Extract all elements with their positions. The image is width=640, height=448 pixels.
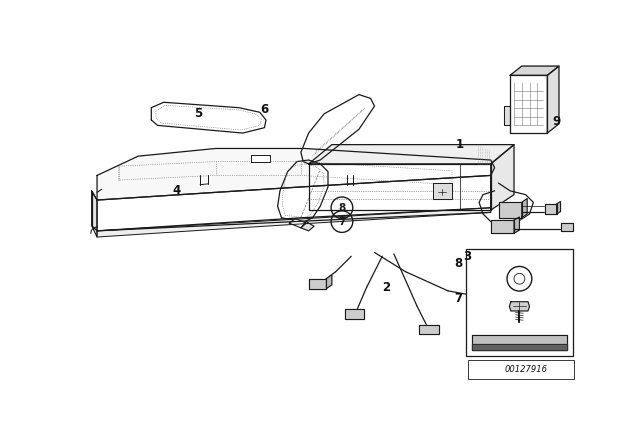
Polygon shape — [250, 155, 270, 162]
Polygon shape — [345, 310, 364, 319]
Text: 7: 7 — [454, 292, 462, 305]
Polygon shape — [522, 198, 527, 218]
Polygon shape — [557, 202, 561, 214]
Text: 6: 6 — [260, 103, 269, 116]
Polygon shape — [92, 191, 97, 237]
Polygon shape — [278, 160, 328, 222]
Polygon shape — [97, 148, 495, 200]
Polygon shape — [97, 208, 491, 237]
Polygon shape — [419, 325, 439, 334]
Text: 9: 9 — [552, 115, 561, 128]
Polygon shape — [514, 217, 520, 233]
Polygon shape — [499, 202, 522, 218]
Polygon shape — [547, 66, 559, 133]
Polygon shape — [289, 219, 307, 228]
Polygon shape — [472, 335, 566, 350]
Polygon shape — [561, 223, 573, 231]
Polygon shape — [151, 102, 266, 133]
Text: 8: 8 — [454, 258, 462, 271]
Polygon shape — [308, 279, 326, 289]
Text: 7: 7 — [339, 217, 346, 227]
Bar — [466, 249, 573, 356]
Bar — [467, 360, 575, 379]
Polygon shape — [491, 145, 514, 210]
Text: 5: 5 — [194, 108, 202, 121]
Polygon shape — [545, 204, 557, 214]
Text: 2: 2 — [382, 280, 390, 293]
Polygon shape — [308, 145, 514, 164]
Polygon shape — [504, 106, 510, 125]
Polygon shape — [433, 183, 452, 198]
Polygon shape — [509, 302, 529, 311]
Text: 8: 8 — [339, 203, 346, 213]
Text: 00127916: 00127916 — [504, 365, 547, 374]
Text: 4: 4 — [173, 184, 181, 197]
Text: 3: 3 — [463, 250, 472, 263]
Polygon shape — [97, 176, 491, 231]
Polygon shape — [491, 220, 514, 233]
Polygon shape — [326, 275, 332, 289]
Polygon shape — [510, 75, 547, 133]
Polygon shape — [510, 66, 559, 75]
Text: 1: 1 — [456, 138, 464, 151]
Polygon shape — [301, 95, 374, 164]
Polygon shape — [308, 164, 491, 210]
Polygon shape — [472, 344, 566, 350]
Polygon shape — [491, 294, 510, 302]
Polygon shape — [301, 222, 314, 231]
